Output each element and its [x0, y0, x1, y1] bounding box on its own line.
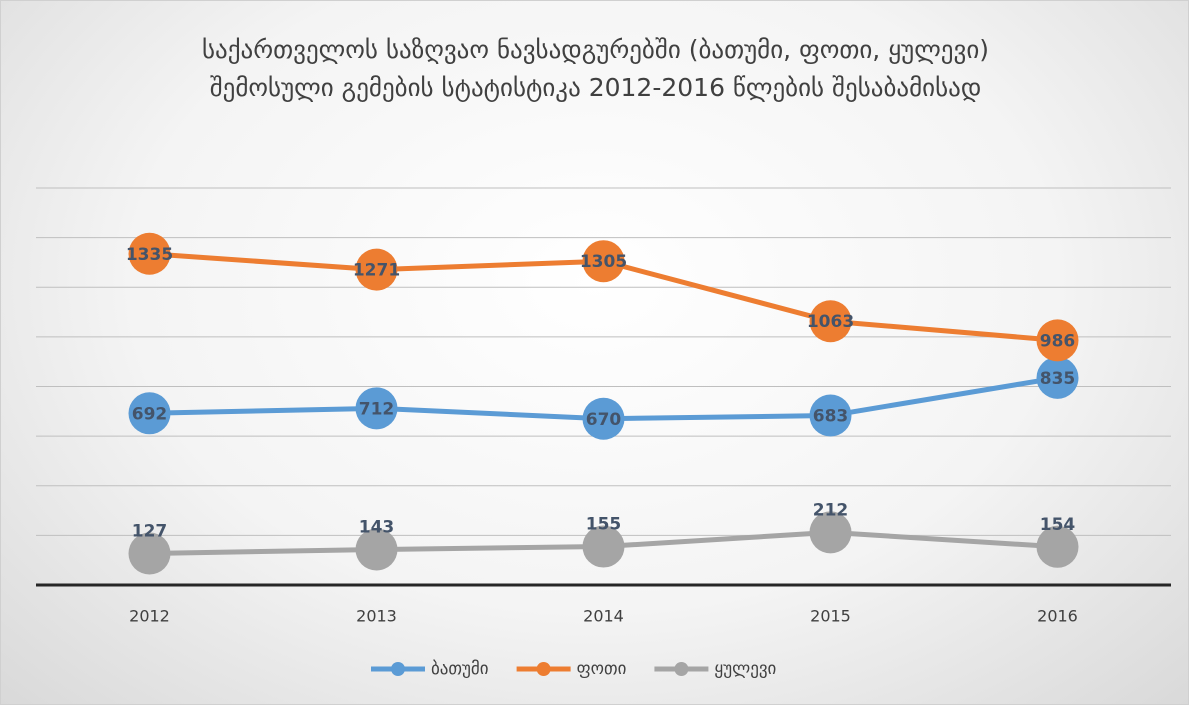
data-label: 143 [359, 518, 395, 538]
legend-marker [674, 662, 689, 676]
data-label: 1305 [580, 252, 627, 272]
marker [128, 532, 171, 575]
marker [1036, 319, 1079, 362]
marker [355, 248, 398, 291]
marker [355, 528, 398, 571]
marker [128, 392, 171, 435]
marker [1036, 356, 1079, 399]
marker [809, 511, 852, 554]
data-label: 1063 [807, 312, 854, 332]
legend-label: ფოთი [577, 659, 627, 679]
marker [582, 397, 625, 440]
x-tick-label: 2012 [129, 607, 170, 626]
data-label: 212 [813, 500, 849, 520]
data-label: 692 [132, 404, 168, 424]
marker [355, 387, 398, 430]
x-tick-label: 2015 [810, 607, 851, 626]
data-label: 835 [1040, 369, 1076, 389]
data-label: 127 [132, 521, 168, 541]
marker [1036, 525, 1079, 568]
legend-marker [536, 662, 551, 676]
legend-marker [391, 662, 405, 676]
legend-label: ყულევი [714, 659, 776, 679]
marker [582, 240, 625, 283]
data-label: 1271 [353, 261, 400, 281]
marker [128, 232, 171, 275]
marker [809, 300, 852, 343]
data-label: 683 [813, 407, 849, 427]
data-label: 986 [1040, 331, 1076, 351]
x-tick-label: 2014 [583, 607, 624, 626]
x-tick-label: 2013 [356, 607, 397, 626]
data-label: 712 [359, 399, 395, 419]
data-label: 155 [586, 515, 622, 535]
marker [582, 525, 625, 568]
marker [809, 394, 852, 437]
data-label: 670 [586, 410, 622, 430]
data-label: 154 [1040, 515, 1076, 535]
legend-label: ბათუმი [431, 659, 489, 679]
x-tick-label: 2016 [1037, 607, 1078, 626]
data-label: 1335 [126, 245, 173, 265]
chart-title: საქართველოს საზღვაო ნავსადგურებში (ბათუმ… [201, 35, 990, 102]
